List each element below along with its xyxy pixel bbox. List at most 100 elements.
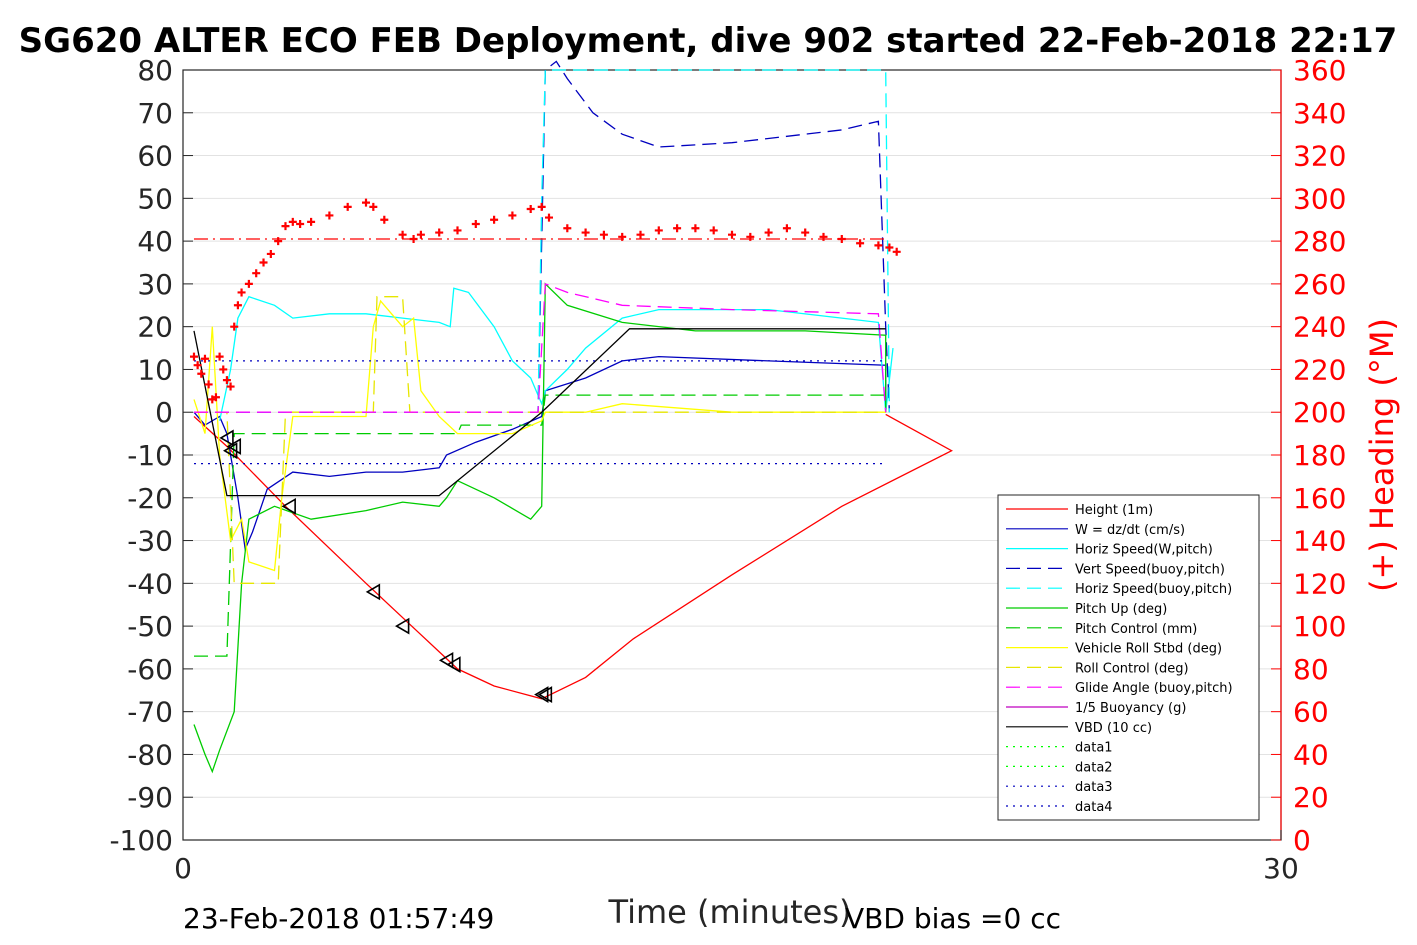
series-lines — [193, 60, 953, 774]
heading-point — [211, 393, 220, 402]
heading-point — [490, 215, 499, 224]
heading-point — [709, 226, 718, 235]
y-tick-label: -40 — [127, 567, 173, 600]
heading-point — [599, 230, 608, 239]
triangle-marker — [438, 651, 454, 669]
heading-markers — [189, 198, 901, 404]
heading-point — [288, 217, 297, 226]
y-tick-label: -60 — [127, 653, 173, 686]
legend-entry: Glide Angle (buoy,pitch) — [1075, 681, 1233, 696]
right-tick-label: 340 — [1293, 97, 1346, 130]
y-tick-label: 50 — [137, 182, 173, 215]
footer-vbd-bias: VBD bias =0 cc — [845, 902, 1061, 935]
heading-point — [398, 230, 407, 239]
y-tick-label: 0 — [155, 396, 173, 429]
heading-point — [618, 232, 627, 241]
heading-point — [563, 224, 572, 233]
legend: Height (1m) W = dz/dt (cm/s) Horiz Speed(W… — [997, 494, 1260, 821]
series-pitch-control-mm — [194, 394, 886, 657]
heading-point — [222, 376, 231, 385]
y-tick-label: 70 — [137, 97, 173, 130]
y-tick-label: 40 — [137, 225, 173, 258]
heading-point — [197, 369, 206, 378]
heading-point — [453, 226, 462, 235]
right-tick-label: 360 — [1293, 54, 1346, 87]
heading-point — [274, 237, 283, 246]
series-vbd-10-cc — [193, 328, 886, 497]
heading-point — [801, 228, 810, 237]
triangle-marker — [537, 686, 553, 703]
right-axis-label: (+) Heading (°M) — [1363, 318, 1401, 592]
right-tick-label: 160 — [1293, 482, 1346, 515]
heading-point — [435, 228, 444, 237]
y-tick-label: 80 — [137, 54, 173, 87]
series-w-dz-dt-cm-s — [193, 355, 887, 552]
series-pitch-up-deg — [193, 282, 887, 774]
heading-point — [782, 224, 791, 233]
y-tick-label: 30 — [137, 268, 173, 301]
heading-point — [380, 215, 389, 224]
right-tick-label: 60 — [1293, 696, 1329, 729]
left-y-axis: 80 70 60 50 40 30 20 10 0 -10 -20 -30 -40 -50 -60 -70 -8… — [109, 54, 193, 857]
heading-point — [189, 352, 198, 361]
y-tick-label: 60 — [137, 140, 173, 173]
y-tick-label: -20 — [127, 482, 173, 515]
legend-entry: Horiz Speed(W,pitch) — [1075, 543, 1213, 558]
right-tick-label: 260 — [1293, 268, 1346, 301]
heading-point — [325, 211, 334, 220]
heading-point — [307, 217, 316, 226]
legend-entry: data3 — [1075, 780, 1113, 795]
heading-point — [673, 224, 682, 233]
right-tick-label: 140 — [1293, 525, 1346, 558]
legend-entry: W = dz/dt (cm/s) — [1075, 523, 1185, 538]
legend-entry: data4 — [1075, 800, 1113, 815]
legend-entry: Vert Speed(buoy,pitch) — [1075, 562, 1225, 577]
triangle-marker — [446, 656, 461, 674]
series-height-1m — [193, 413, 953, 700]
heading-point — [508, 211, 517, 220]
right-tick-label: 100 — [1293, 610, 1346, 643]
legend-entry: Pitch Control (mm) — [1075, 622, 1197, 637]
y-tick-label: -10 — [127, 439, 173, 472]
right-tick-label: 0 — [1293, 824, 1311, 857]
legend-entry: Vehicle Roll Stbd (deg) — [1075, 642, 1222, 657]
right-tick-label: 180 — [1293, 439, 1346, 472]
right-tick-label: 280 — [1293, 225, 1346, 258]
right-tick-label: 120 — [1293, 567, 1346, 600]
triangle-marker — [219, 429, 234, 447]
heading-point — [204, 380, 213, 389]
triangle-marker — [365, 583, 381, 601]
heading-point — [764, 228, 773, 237]
heading-point — [230, 322, 239, 331]
series-glide-angle-buoy-pitch — [194, 282, 887, 413]
heading-point — [471, 220, 480, 228]
legend-entry: Horiz Speed(buoy,pitch) — [1075, 582, 1232, 597]
x-axis-label: Time (minutes) — [608, 893, 852, 931]
y-tick-label: -30 — [127, 525, 173, 558]
heading-point — [219, 365, 228, 374]
x-tick-label: 30 — [1263, 852, 1299, 885]
heading-point — [636, 230, 645, 239]
right-tick-label: 40 — [1293, 738, 1329, 771]
right-y-axis: 3603403203002802602402202001801601401201… — [1271, 54, 1346, 857]
heading-point — [296, 220, 305, 228]
triangle-marker — [226, 438, 242, 455]
heading-point — [244, 279, 253, 288]
heading-point — [409, 234, 418, 243]
right-tick-label: 200 — [1293, 396, 1346, 429]
heading-point — [874, 241, 883, 250]
y-tick-label: 10 — [137, 353, 173, 386]
heading-point — [892, 247, 901, 256]
heading-point — [200, 354, 209, 363]
heading-point — [369, 202, 378, 211]
right-tick-label: 220 — [1293, 353, 1346, 386]
series-vehicle-roll-stbd-deg — [193, 299, 886, 572]
heading-point — [856, 239, 865, 248]
triangle-marker — [534, 686, 549, 703]
heading-point — [193, 361, 202, 370]
x-tick-label: 0 — [174, 852, 192, 885]
heading-point — [819, 232, 828, 241]
y-tick-label: -90 — [127, 781, 173, 814]
heading-point — [728, 230, 736, 239]
